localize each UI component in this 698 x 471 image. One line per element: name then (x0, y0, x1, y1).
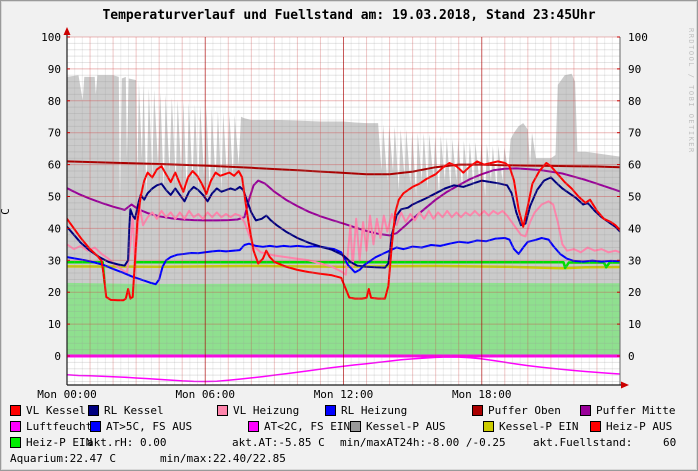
legend-item: Kessel-P EIN (483, 420, 578, 433)
legend-label: Puffer Oben (488, 404, 561, 417)
legend-stat-text: min/max:22.40/22.85 (160, 452, 286, 465)
x-tick-label: Mon 06:00 (175, 388, 235, 401)
legend-row-1: VL Kessel RL Kessel VL Heizung RL Heizung Pu… (0, 404, 698, 418)
legend-label: Kessel-P EIN (499, 420, 579, 433)
y-tick-label-right: 20 (628, 286, 641, 299)
legend-swatch (10, 437, 21, 448)
y-tick-label-right: 80 (628, 95, 641, 108)
series-puffer-mitte (67, 167, 620, 237)
legend-swatch (10, 405, 21, 416)
legend-label: RL Kessel (104, 404, 164, 417)
legend-row-4: Aquarium:22.47 C min/max:22.40/22.85 (0, 452, 698, 466)
legend-swatch (590, 421, 601, 432)
legend-label: Kessel-P AUS (366, 420, 446, 433)
legend-item: Puffer Oben (472, 404, 561, 417)
legend-label: Puffer Mitte (596, 404, 676, 417)
legend-stat-text: Aquarium:22.47 C (10, 452, 116, 465)
series-vl-kessel-incl-heiz-p-aus-abschnitte- (67, 160, 620, 302)
legend-item: Heiz-P AUS (590, 420, 672, 433)
legend-swatch (350, 421, 361, 432)
legend-stat-text: min/maxAT24h:-8.00 /-0.25 (340, 436, 506, 449)
legend-item: VL Heizung (217, 404, 299, 417)
legend-stat-text: 60 (663, 436, 677, 449)
x-tick-label: Mon 18:00 (452, 388, 512, 401)
legend-item: AT<2C, FS EIN (248, 420, 350, 433)
legend-row-3: Heiz-P EIN akt.rH: 0.00 akt.AT:-5.85 C min/… (0, 436, 698, 450)
legend-item: AT>5C, FS AUS (90, 420, 192, 433)
y-tick-label-right: 30 (628, 254, 641, 267)
legend-label: VL Kessel (26, 404, 86, 417)
y-tick-label-right: 60 (628, 159, 641, 172)
legend-swatch (580, 405, 591, 416)
legend-swatch (90, 421, 101, 432)
legend-label: VL Heizung (233, 404, 300, 417)
y-tick-label-left: 60 (48, 159, 61, 172)
legend-stat-text: akt.rH: 0.00 (87, 436, 167, 449)
series-vl-heizung (67, 200, 620, 276)
y-tick-label-left: 20 (48, 286, 61, 299)
y-tick-label-left: 30 (48, 254, 61, 267)
chart-title: Temperaturverlauf und Fuellstand am: 19.… (102, 8, 596, 23)
legend-label: AT<2C, FS EIN (264, 420, 351, 433)
legend-item: RL Heizung (325, 404, 407, 417)
legend-item: Heiz-P EIN (10, 436, 92, 449)
y-tick-label-left: 40 (48, 222, 61, 235)
legend-label: RL Heizung (341, 404, 408, 417)
legend-swatch (217, 405, 228, 416)
legend-label: Heiz-P EIN (26, 436, 93, 449)
legend-item: VL Kessel (10, 404, 86, 417)
grid (67, 36, 620, 385)
legend-label: Luftfeuchte (26, 420, 99, 433)
y-tick-label-left: 90 (48, 63, 61, 76)
legend-swatch (10, 421, 21, 432)
y-tick-label-left: 10 (48, 318, 61, 331)
legend-row-2: Luftfeuchte AT>5C, FS AUS AT<2C, FS EIN Kes… (0, 420, 698, 434)
y-tick-label-right: 0 (628, 350, 635, 363)
y-tick-label-right: 70 (628, 127, 641, 140)
y-axis-arrow (63, 27, 71, 35)
y-tick-label-right: 100 (628, 31, 648, 44)
legend-item: Puffer Mitte (580, 404, 675, 417)
x-tick-label: Mon 00:00 (37, 388, 97, 401)
legend-swatch (325, 405, 336, 416)
y-tick-label-left: 80 (48, 95, 61, 108)
y-tick-label-left: 100 (41, 31, 61, 44)
y-tick-label-right: 50 (628, 191, 641, 204)
legend-item: Kessel-P AUS (350, 420, 445, 433)
y-tick-label-right: 10 (628, 318, 641, 331)
y-tick-label-left: 50 (48, 191, 61, 204)
y-tick-label-left: 0 (54, 350, 61, 363)
legend-stat-text: akt.AT:-5.85 C (232, 436, 325, 449)
legend-swatch (248, 421, 259, 432)
y-tick-label-right: 40 (628, 222, 641, 235)
legend-label: AT>5C, FS AUS (106, 420, 193, 433)
y-tick-label-right: 90 (628, 63, 641, 76)
legend-swatch (483, 421, 494, 432)
legend-swatch (88, 405, 99, 416)
series-rl-heizung (67, 237, 620, 286)
legend-swatch (472, 405, 483, 416)
axes (63, 27, 629, 389)
y-axis-unit-label: C (0, 208, 12, 215)
rrdtool-watermark: RRDTOOL / TOBI OETIKER (687, 28, 695, 154)
axis-labels: 0 0 10 10 20 20 30 30 40 40 50 50 60 60 70 70 80 80 90 90 10… (37, 31, 648, 401)
x-axis-arrow (621, 381, 629, 389)
legend-item: RL Kessel (88, 404, 164, 417)
y-tick-label-left: 70 (48, 127, 61, 140)
legend-item: Luftfeuchte (10, 420, 99, 433)
legend-label: Heiz-P AUS (606, 420, 673, 433)
x-tick-label: Mon 12:00 (314, 388, 374, 401)
legend-stat-text: akt.Fuellstand: (533, 436, 633, 449)
